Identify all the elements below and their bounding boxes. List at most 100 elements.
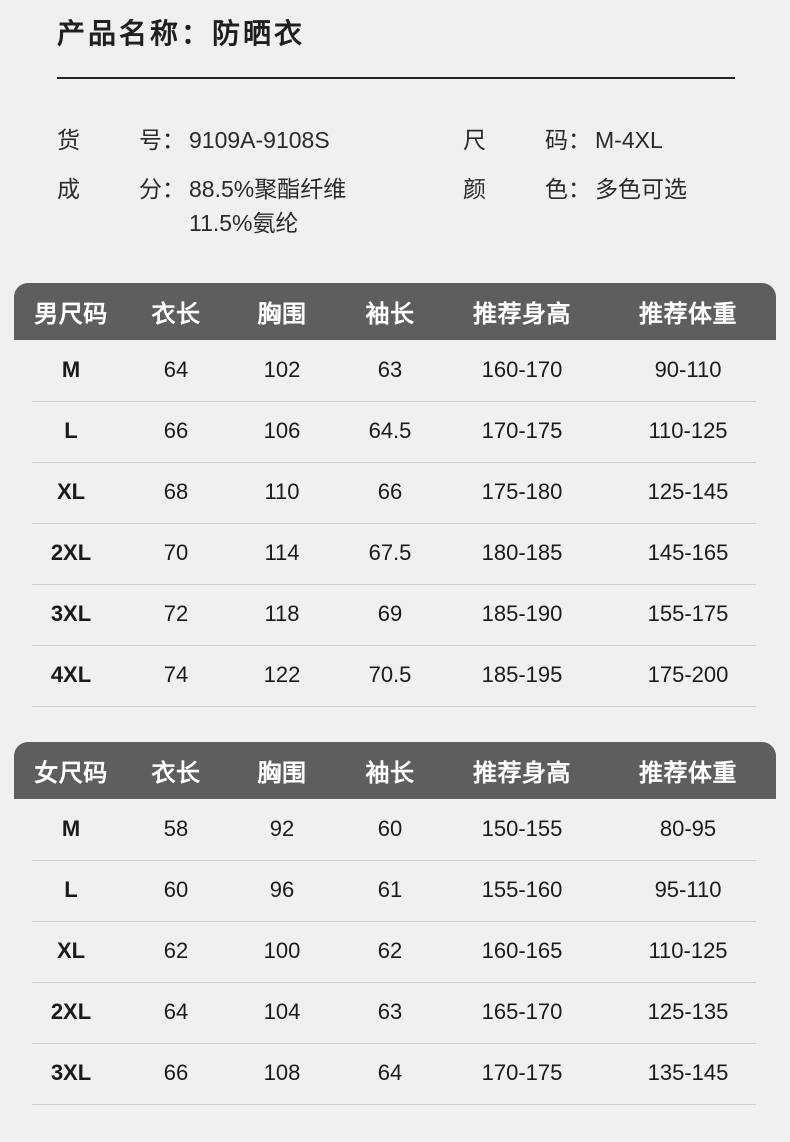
measurement-value: 66 (163, 418, 189, 444)
measurement-value: 160-165 (481, 938, 563, 964)
measurement-value: 80-95 (659, 816, 717, 842)
measurement-value: 125-145 (647, 479, 729, 505)
spec-label-size-range: 尺码 (463, 127, 568, 154)
measurement-value: 185-190 (481, 601, 563, 627)
spec-row-size-range: 尺码 ： M-4XL (463, 123, 790, 158)
men-size-chart: 男尺码 衣长 胸围 袖长 推荐身高 推荐体重 M 64 102 63 160-170 90-110 L… (14, 282, 776, 707)
product-header: 产品名称：防晒衣 (0, 0, 790, 80)
table-row: 3XL 72 118 69 185-190 155-175 (14, 584, 776, 646)
measurement-value: 60 (377, 816, 403, 842)
measurement-value: 90-110 (654, 357, 722, 383)
column-header: 袖长 (365, 300, 415, 328)
spec-value-composition: 88.5%聚酯纤维 11.5%氨纶 (189, 175, 347, 237)
column-header: 推荐体重 (639, 300, 737, 328)
measurement-value: 63 (377, 357, 403, 383)
spec-value-color: 多色可选 (595, 175, 687, 202)
measurement-value: 95-110 (654, 877, 722, 903)
measurement-value: 165-170 (481, 999, 563, 1025)
table-row: M 64 102 63 160-170 90-110 (14, 340, 776, 402)
measurement-value: 66 (377, 479, 403, 505)
measurement-value: 70.5 (368, 662, 412, 688)
size-label: XL (56, 938, 86, 964)
page-title: 产品名称：防晒衣 (57, 18, 306, 49)
men-size-chart-body: M 64 102 63 160-170 90-110 L 66 106 64.5 170-175 11… (14, 339, 776, 707)
women-size-chart-header-row: 女尺码 衣长 胸围 袖长 推荐身高 推荐体重 (14, 741, 776, 799)
measurement-value: 180-185 (481, 540, 563, 566)
measurement-value: 64 (163, 357, 189, 383)
table-row: L 66 106 64.5 170-175 110-125 (14, 401, 776, 463)
product-spec-block: 货号 ： 9109A-9108S 成分 ： 88.5%聚酯纤维 11.5%氨纶 … (0, 123, 790, 255)
measurement-value: 62 (163, 938, 189, 964)
measurement-value: 104 (263, 999, 301, 1025)
size-label: 3XL (50, 601, 92, 627)
size-label: L (64, 877, 78, 903)
measurement-value: 175-200 (647, 662, 729, 688)
measurement-value: 68 (163, 479, 189, 505)
spec-value-item-number: 9109A-9108S (189, 127, 330, 154)
column-header: 推荐身高 (473, 759, 571, 787)
column-header: 胸围 (257, 759, 307, 787)
men-size-chart-header-row: 男尺码 衣长 胸围 袖长 推荐身高 推荐体重 (14, 282, 776, 340)
spec-row-color: 颜色 ： 多色可选 (463, 172, 790, 207)
spec-colon-size-range: ： (568, 127, 591, 154)
measurement-value: 170-175 (481, 418, 563, 444)
measurement-value: 155-160 (481, 877, 563, 903)
size-label: 2XL (50, 999, 92, 1025)
table-row: 4XL 74 122 70.5 185-195 175-200 (14, 645, 776, 707)
column-header: 女尺码 (34, 759, 108, 787)
measurement-value: 96 (269, 877, 295, 903)
measurement-value: 185-195 (481, 662, 563, 688)
measurement-value: 58 (163, 816, 189, 842)
measurement-value: 160-170 (481, 357, 563, 383)
measurement-value: 66 (163, 1060, 189, 1086)
women-size-chart-body: M 58 92 60 150-155 80-95 L 60 96 61 155-160 95-110 X… (14, 798, 776, 1105)
measurement-value: 110-125 (648, 418, 728, 444)
measurement-value: 62 (377, 938, 403, 964)
measurement-value: 92 (269, 816, 295, 842)
measurement-value: 69 (377, 601, 403, 627)
title-divider (57, 77, 735, 80)
measurement-value: 110 (264, 479, 300, 505)
measurement-value: 100 (263, 938, 301, 964)
measurement-value: 114 (264, 540, 300, 566)
measurement-value: 64 (377, 1060, 403, 1086)
measurement-value: 110-125 (648, 938, 728, 964)
size-label: M (61, 357, 81, 383)
table-row: 2XL 64 104 63 165-170 125-135 (14, 982, 776, 1044)
size-label: XL (56, 479, 86, 505)
spec-row-item-number: 货号 ： 9109A-9108S (57, 123, 457, 158)
measurement-value: 125-135 (647, 999, 729, 1025)
column-header: 男尺码 (34, 300, 108, 328)
table-row: XL 68 110 66 175-180 125-145 (14, 462, 776, 524)
measurement-value: 122 (263, 662, 301, 688)
measurement-value: 72 (163, 601, 189, 627)
spec-colon-color: ： (568, 175, 591, 202)
column-header: 胸围 (257, 300, 307, 328)
spec-column-left: 货号 ： 9109A-9108S 成分 ： 88.5%聚酯纤维 11.5%氨纶 (57, 123, 457, 255)
table-row: L 60 96 61 155-160 95-110 (14, 860, 776, 922)
size-label: 4XL (50, 662, 92, 688)
size-label: L (64, 418, 78, 444)
table-row: 2XL 70 114 67.5 180-185 145-165 (14, 523, 776, 585)
spec-colon-item-number: ： (162, 127, 185, 154)
women-size-chart: 女尺码 衣长 胸围 袖长 推荐身高 推荐体重 M 58 92 60 150-155 80-95 L 60… (14, 741, 776, 1105)
column-header: 衣长 (151, 300, 201, 328)
size-label: 3XL (50, 1060, 92, 1086)
measurement-value: 106 (263, 418, 301, 444)
measurement-value: 102 (263, 357, 301, 383)
spec-colon-composition: ： (162, 175, 185, 202)
measurement-value: 63 (377, 999, 403, 1025)
measurement-value: 175-180 (481, 479, 563, 505)
measurement-value: 61 (377, 877, 403, 903)
measurement-value: 67.5 (368, 540, 412, 566)
spec-label-item-number: 货号 (57, 127, 162, 154)
measurement-value: 60 (163, 877, 189, 903)
measurement-value: 170-175 (481, 1060, 563, 1086)
measurement-value: 150-155 (481, 816, 563, 842)
column-header: 推荐体重 (639, 759, 737, 787)
measurement-value: 108 (263, 1060, 301, 1086)
column-header: 衣长 (151, 759, 201, 787)
spec-column-right: 尺码 ： M-4XL 颜色 ： 多色可选 (457, 123, 790, 220)
measurement-value: 70 (163, 540, 189, 566)
measurement-value: 74 (163, 662, 189, 688)
